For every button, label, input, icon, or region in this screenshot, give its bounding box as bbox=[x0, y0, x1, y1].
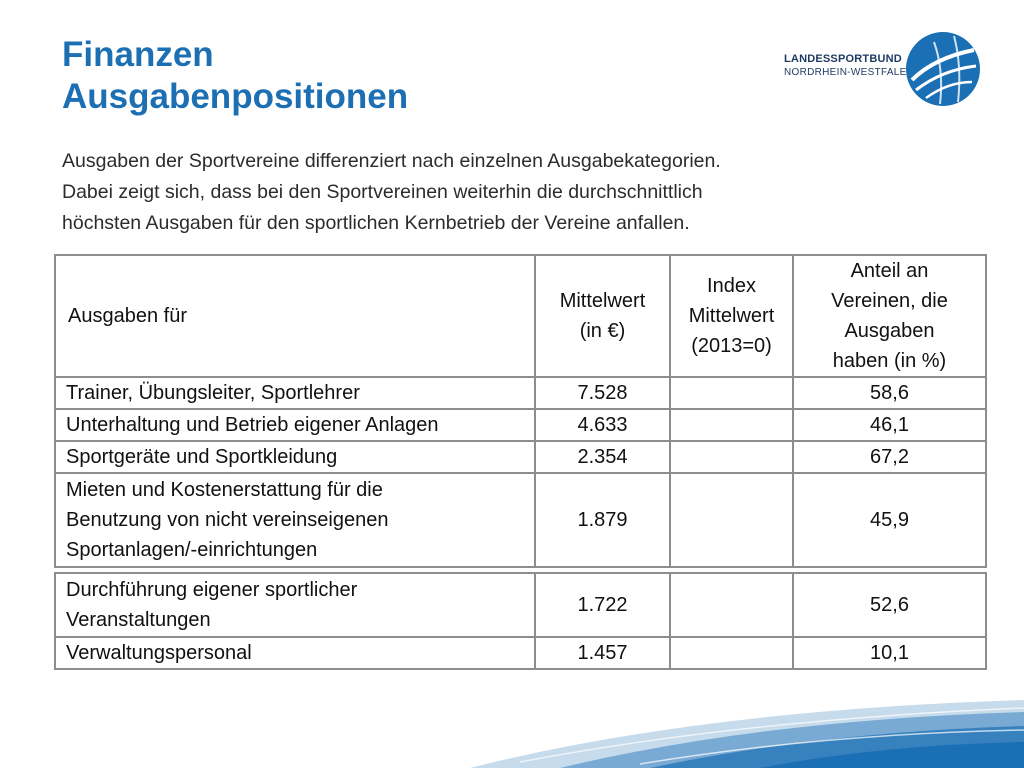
row-index bbox=[669, 636, 794, 670]
table-header-row: Ausgaben für Mittelwert (in €) Index Mit… bbox=[54, 254, 987, 378]
logo-text: LANDESSPORTBUND NORDRHEIN-WESTFALEN bbox=[784, 52, 914, 80]
row-label-line2: Benutzung von nicht vereinseigenen bbox=[66, 509, 389, 531]
intro-line3: höchsten Ausgaben für den sportlichen Ke… bbox=[62, 212, 690, 234]
table-row: Unterhaltung und Betrieb eigener Anlagen… bbox=[54, 408, 987, 442]
row-index bbox=[669, 472, 794, 568]
row-anteil: 10,1 bbox=[792, 636, 987, 670]
footer-swoosh-decoration bbox=[470, 700, 1024, 768]
logo-text-line1: LANDESSPORTBUND bbox=[784, 53, 902, 65]
row-index bbox=[669, 440, 794, 474]
header-ausgaben-fuer-text: Ausgaben für bbox=[68, 305, 187, 327]
expenses-table-container: Ausgaben für Mittelwert (in €) Index Mit… bbox=[54, 254, 987, 670]
row-anteil: 67,2 bbox=[792, 440, 987, 474]
logo-text-line2: NORDRHEIN-WESTFALEN bbox=[784, 67, 915, 78]
row-anteil: 58,6 bbox=[792, 376, 987, 410]
header-ausgaben-fuer: Ausgaben für bbox=[54, 254, 536, 378]
row-mittelwert: 7.528 bbox=[534, 376, 671, 410]
intro-line2: Dabei zeigt sich, dass bei den Sportvere… bbox=[62, 181, 703, 203]
row-anteil: 45,9 bbox=[792, 472, 987, 568]
header-mittelwert: Mittelwert (in €) bbox=[534, 254, 671, 378]
row-mittelwert: 2.354 bbox=[534, 440, 671, 474]
row-mittelwert: 1.722 bbox=[534, 572, 671, 638]
header-anteil-line2: Vereinen, die bbox=[831, 290, 948, 312]
landessportbund-logo: LANDESSPORTBUND NORDRHEIN-WESTFALEN bbox=[784, 30, 984, 112]
row-label: Trainer, Übungsleiter, Sportlehrer bbox=[54, 376, 536, 410]
row-mittelwert: 4.633 bbox=[534, 408, 671, 442]
expenses-table: Ausgaben für Mittelwert (in €) Index Mit… bbox=[54, 254, 987, 670]
header-index-line2: Mittelwert bbox=[688, 305, 775, 327]
row-index bbox=[669, 376, 794, 410]
row-label-line2: Veranstaltungen bbox=[66, 609, 211, 631]
gap-cell bbox=[670, 566, 793, 574]
row-label-line1: Durchführung eigener sportlicher bbox=[66, 579, 358, 601]
row-mittelwert: 1.457 bbox=[534, 636, 671, 670]
row-label: Mieten und Kostenerstattung für die Benu… bbox=[54, 472, 536, 568]
row-label-line3: Sportanlagen/-einrichtungen bbox=[66, 539, 318, 561]
header-index: Index Mittelwert (2013=0) bbox=[669, 254, 794, 378]
header-mittelwert-line2: (in €) bbox=[579, 320, 626, 342]
slide-title-line2: Ausgabenpositionen bbox=[62, 77, 409, 116]
row-mittelwert: 1.879 bbox=[534, 472, 671, 568]
row-index bbox=[669, 408, 794, 442]
header-mittelwert-line1: Mittelwert bbox=[559, 290, 646, 312]
row-label: Verwaltungspersonal bbox=[54, 636, 536, 670]
row-index bbox=[669, 572, 794, 638]
row-label: Durchführung eigener sportlicher Veranst… bbox=[54, 572, 536, 638]
header-anteil-line3: Ausgaben bbox=[844, 320, 935, 342]
gap-cell bbox=[535, 566, 670, 574]
row-anteil: 46,1 bbox=[792, 408, 987, 442]
table-row: Mieten und Kostenerstattung für die Benu… bbox=[54, 472, 987, 568]
table-gap-row bbox=[55, 566, 986, 574]
header-index-line3: (2013=0) bbox=[691, 335, 772, 357]
header-anteil-line4: haben (in %) bbox=[832, 350, 947, 372]
row-label: Sportgeräte und Sportkleidung bbox=[54, 440, 536, 474]
table-row: Sportgeräte und Sportkleidung 2.354 67,2 bbox=[54, 440, 987, 474]
gap-cell bbox=[55, 566, 535, 574]
table-row: Durchführung eigener sportlicher Veranst… bbox=[54, 572, 987, 638]
intro-line1: Ausgaben der Sportvereine differenziert … bbox=[62, 150, 721, 172]
intro-text: Ausgaben der Sportvereine differenziert … bbox=[62, 146, 962, 239]
logo-ball-icon bbox=[906, 32, 980, 106]
row-anteil: 52,6 bbox=[792, 572, 987, 638]
row-label-line1: Mieten und Kostenerstattung für die bbox=[66, 479, 383, 501]
slide-title: Finanzen Ausgabenpositionen bbox=[62, 34, 408, 118]
header-index-line1: Index bbox=[707, 275, 756, 297]
row-label: Unterhaltung und Betrieb eigener Anlagen bbox=[54, 408, 536, 442]
slide-title-line1: Finanzen bbox=[62, 35, 214, 74]
header-anteil-line1: Anteil an bbox=[850, 260, 929, 282]
table-row: Trainer, Übungsleiter, Sportlehrer 7.528… bbox=[54, 376, 987, 410]
gap-cell bbox=[793, 566, 986, 574]
table-row: Verwaltungspersonal 1.457 10,1 bbox=[54, 636, 987, 670]
header-anteil: Anteil an Vereinen, die Ausgaben haben (… bbox=[792, 254, 987, 378]
